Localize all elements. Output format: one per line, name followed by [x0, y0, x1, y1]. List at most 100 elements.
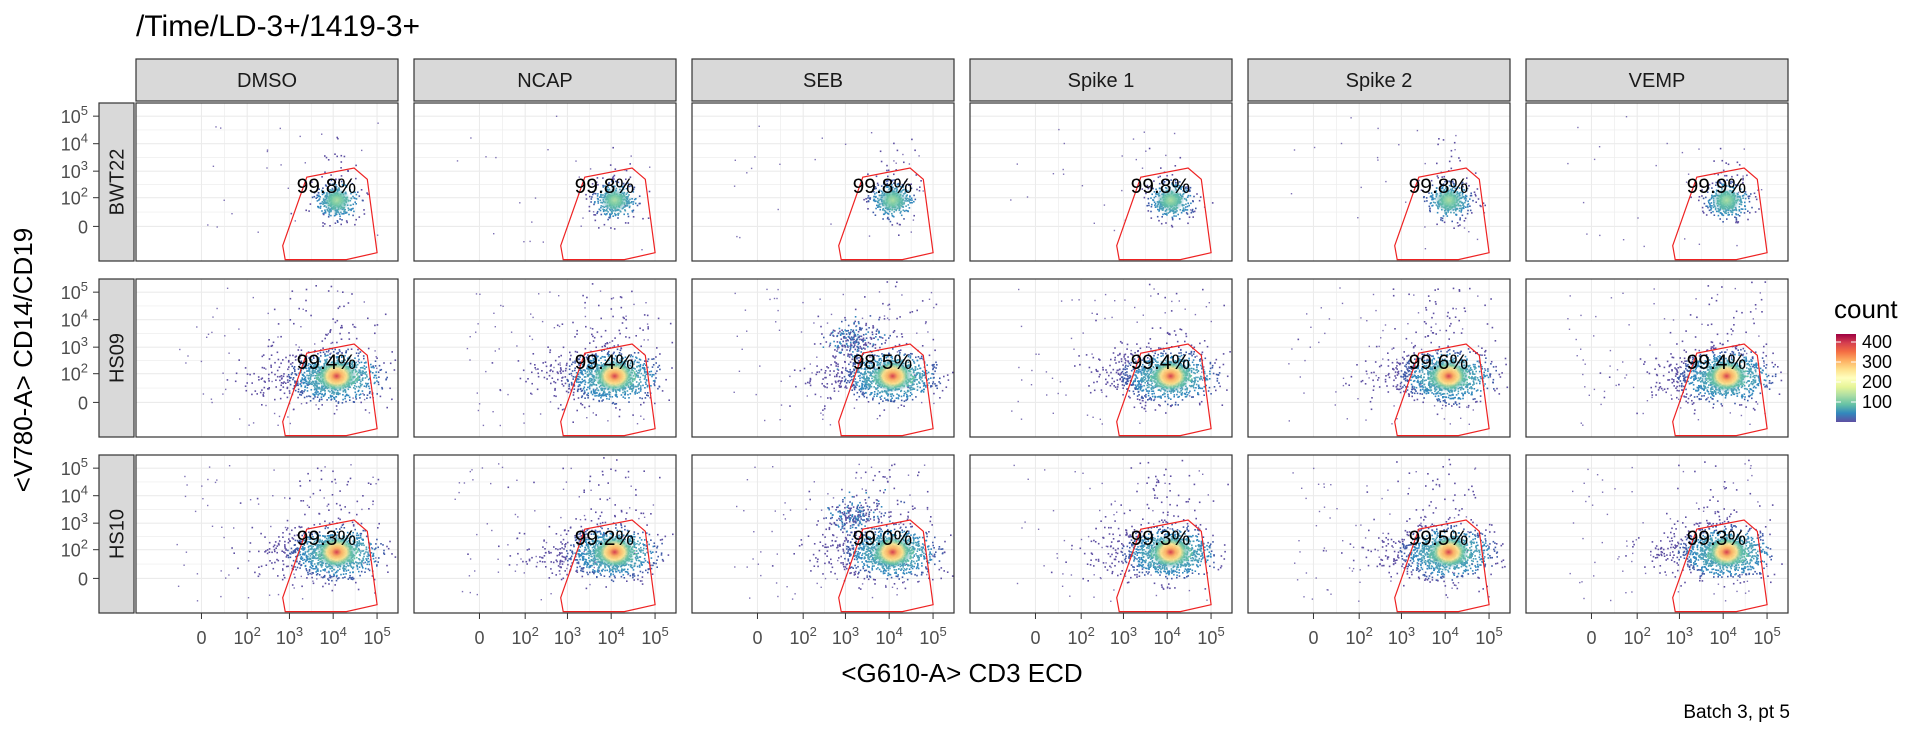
row-strip: [98, 278, 135, 438]
density-point: [1026, 196, 1029, 198]
density-point: [1442, 185, 1445, 187]
density-point: [276, 351, 279, 354]
density-point: [543, 376, 546, 379]
density-point: [300, 349, 303, 351]
density-point: [892, 186, 894, 189]
density-point: [1442, 215, 1445, 217]
density-point: [263, 386, 266, 389]
density-point: [336, 136, 338, 139]
density-point: [494, 350, 496, 352]
density-point: [257, 376, 260, 378]
density-point: [1016, 163, 1018, 165]
density-point: [1473, 191, 1476, 193]
density-point: [1444, 212, 1446, 214]
density-point: [1458, 187, 1461, 189]
density-point: [1183, 210, 1185, 212]
density-point: [358, 394, 361, 396]
density-core: [1434, 188, 1463, 213]
density-point: [1754, 196, 1757, 198]
density-point: [316, 378, 318, 380]
density-point: [595, 346, 597, 349]
density-point: [613, 345, 616, 347]
density-point: [319, 202, 321, 205]
density-point: [340, 211, 342, 214]
density-point: [620, 306, 623, 309]
density-point: [844, 143, 847, 145]
density-point: [358, 216, 361, 218]
density-point: [1179, 209, 1182, 211]
density-point: [350, 192, 352, 195]
density-point: [1453, 211, 1455, 214]
density-point: [321, 393, 323, 395]
density-point: [632, 216, 635, 218]
density-point: [595, 181, 598, 183]
density-point: [625, 183, 627, 186]
density-point: [289, 297, 292, 300]
density-point: [630, 185, 632, 187]
density-point: [312, 381, 314, 383]
density-point: [594, 192, 597, 195]
density-point: [302, 378, 304, 381]
density-point: [643, 401, 645, 404]
density-point: [1187, 202, 1189, 205]
panel-gridlines: [692, 103, 954, 261]
density-point: [275, 379, 277, 381]
density-point: [365, 361, 367, 364]
density-point: [337, 307, 340, 310]
density-point: [1470, 194, 1473, 197]
density-point: [324, 360, 327, 362]
density-point: [507, 393, 509, 396]
density-point: [1708, 209, 1711, 212]
density-point: [348, 213, 350, 216]
density-point: [1748, 197, 1750, 200]
density-point: [322, 351, 325, 353]
density-point: [1722, 169, 1725, 172]
density-point: [1459, 159, 1461, 162]
density-point: [355, 366, 358, 369]
density-point: [614, 180, 617, 183]
density-point: [313, 371, 316, 373]
density-point: [1716, 190, 1718, 192]
density-point: [1701, 195, 1703, 197]
density-point: [300, 353, 303, 356]
density-point: [318, 392, 321, 395]
density-point: [324, 155, 326, 157]
density-point: [335, 356, 338, 358]
density-point: [877, 197, 879, 200]
density-point: [560, 380, 563, 382]
density-point: [531, 371, 533, 374]
density-point: [639, 327, 641, 330]
density-point: [333, 412, 336, 415]
density-point: [1471, 212, 1473, 214]
density-point: [519, 202, 521, 204]
density-point: [1441, 184, 1443, 186]
density-point: [591, 379, 594, 381]
density-point: [1457, 225, 1460, 227]
density-point: [300, 382, 303, 384]
density-point: [502, 305, 504, 307]
density-point: [907, 199, 909, 202]
density-point: [393, 369, 396, 371]
density-point: [904, 192, 906, 195]
density-point: [365, 374, 368, 376]
density-point: [378, 364, 381, 367]
density-point: [1435, 187, 1438, 189]
density-point: [873, 191, 875, 193]
density-point: [324, 393, 326, 396]
density-point: [234, 380, 237, 383]
density-point: [355, 203, 357, 205]
density-point: [568, 373, 571, 375]
density-point: [646, 394, 648, 396]
density-point: [560, 372, 562, 374]
density-point: [887, 212, 889, 215]
density-point: [300, 326, 302, 328]
density-point: [330, 174, 332, 176]
density-point: [580, 225, 582, 227]
density-point: [326, 358, 328, 361]
density-point: [604, 329, 607, 332]
density-point: [1193, 195, 1195, 198]
density-point: [629, 388, 632, 390]
density-point: [321, 210, 323, 212]
density-point: [905, 195, 908, 198]
density-point: [1712, 195, 1714, 198]
